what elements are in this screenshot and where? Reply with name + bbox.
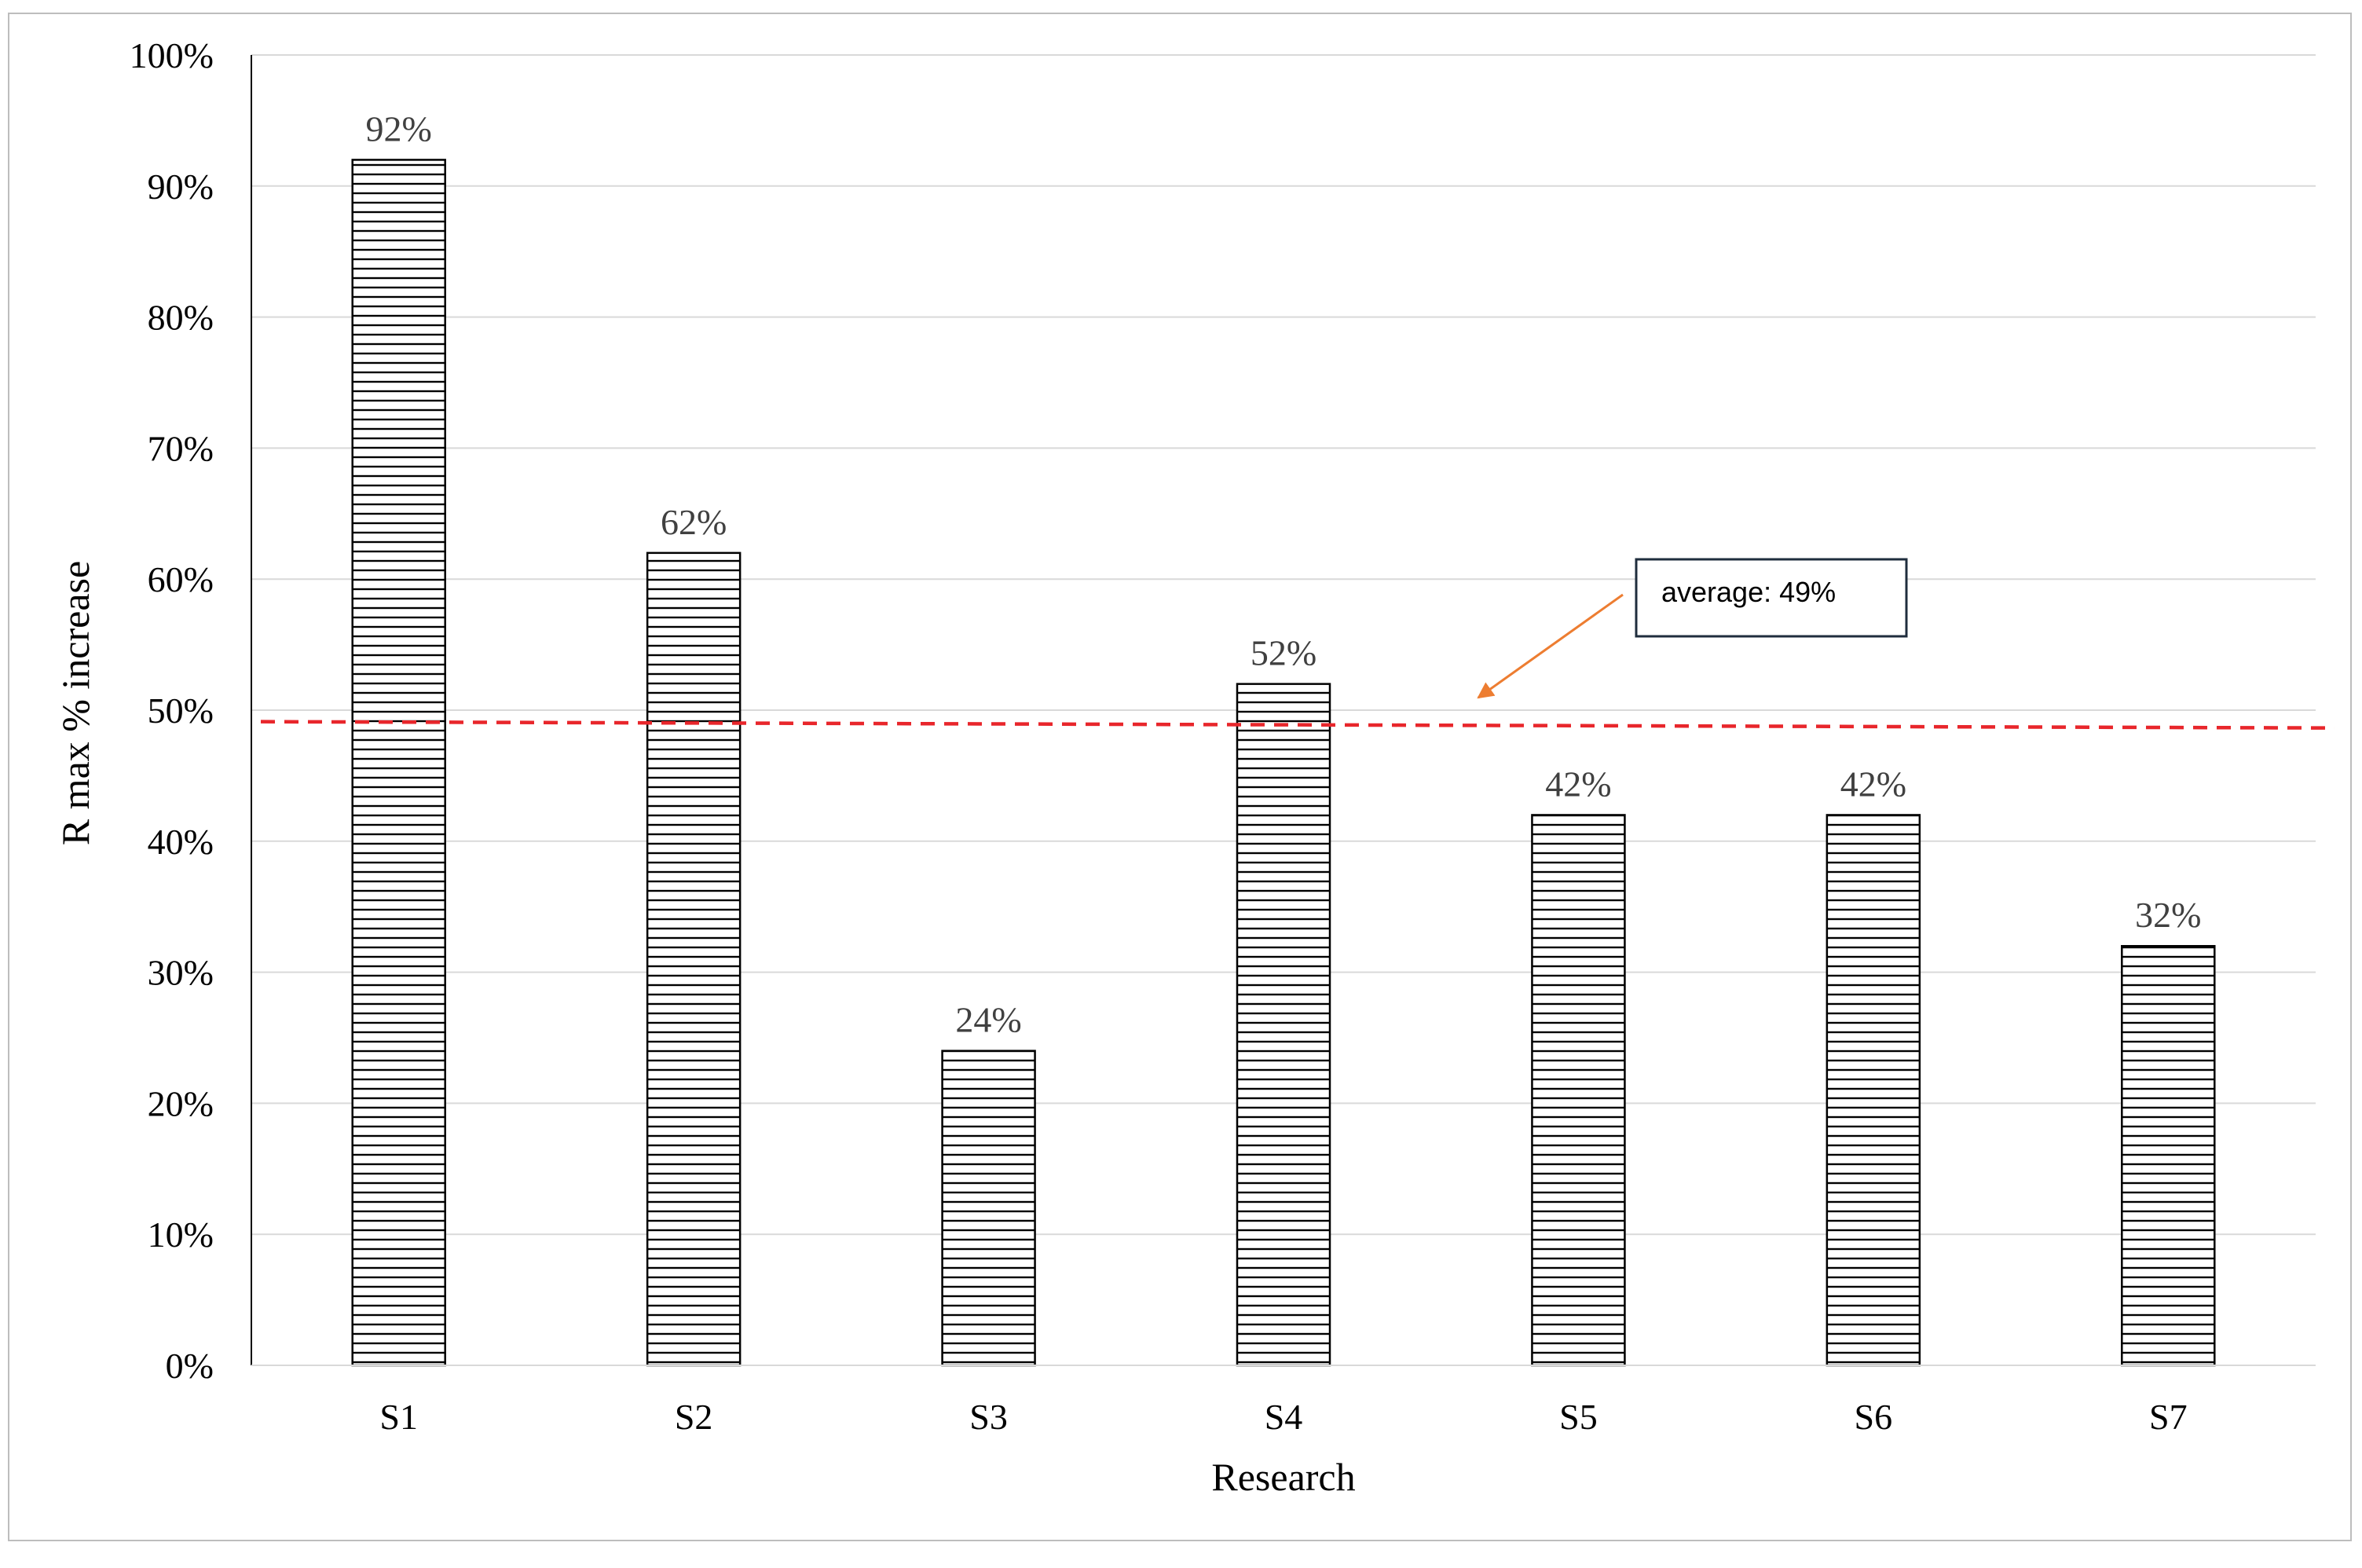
data-label: 52% [1251,633,1316,673]
average-line [260,720,2335,730]
category-label: S7 [2149,1397,2188,1437]
data-label: 32% [2135,895,2201,935]
y-tick-label: 100% [130,35,214,75]
category-label: S1 [379,1397,418,1437]
annotation-arrow [1477,593,1624,699]
y-tick-label: 20% [148,1083,214,1123]
y-tick-labels: 0% 10% 20% 30% 40% 50% 60% 70% 80% 90% 100% [130,35,214,1386]
average-annotation: average: 49% [1477,558,1908,699]
annotation-box [1635,558,1908,638]
y-tick-label: 0% [166,1346,214,1386]
axes [251,55,2316,1366]
y-tick-label: 10% [148,1214,214,1255]
gridlines [251,54,2316,1236]
bar-s5 [1531,814,1626,1367]
bar-s2 [646,551,742,1367]
bar-s7 [2121,944,2216,1367]
bar-s6 [1826,814,1921,1367]
y-tick-label: 70% [148,428,214,468]
y-tick-label: 90% [148,167,214,207]
y-tick-label: 30% [148,953,214,993]
data-label: 42% [1545,764,1611,804]
y-axis-title: R max % increase [53,561,97,845]
category-label: S3 [969,1397,1008,1437]
bar-s1 [351,159,446,1367]
bars [351,159,2216,1367]
data-labels: 92% 62% 24% 52% 42% 42% 32% [366,108,2202,1039]
category-label: S6 [1855,1397,1893,1437]
bar-s4 [1236,683,1331,1367]
data-label: 92% [366,108,432,148]
category-label: S2 [675,1397,713,1437]
data-label: 24% [955,1000,1021,1040]
average-layer [260,720,2335,730]
bar-s3 [941,1050,1036,1367]
x-axis-title: Research [1211,1455,1355,1499]
y-tick-label: 50% [148,691,214,731]
category-labels: S1 S2 S3 S4 S5 S6 S7 [379,1397,2187,1437]
y-tick-label: 80% [148,298,214,338]
data-label: 62% [661,502,727,542]
category-label: S4 [1265,1397,1303,1437]
data-label: 42% [1840,764,1906,804]
y-tick-label: 40% [148,822,214,862]
annotation-text: average: 49% [1661,576,1836,608]
y-tick-label: 60% [148,559,214,599]
category-label: S5 [1559,1397,1598,1437]
